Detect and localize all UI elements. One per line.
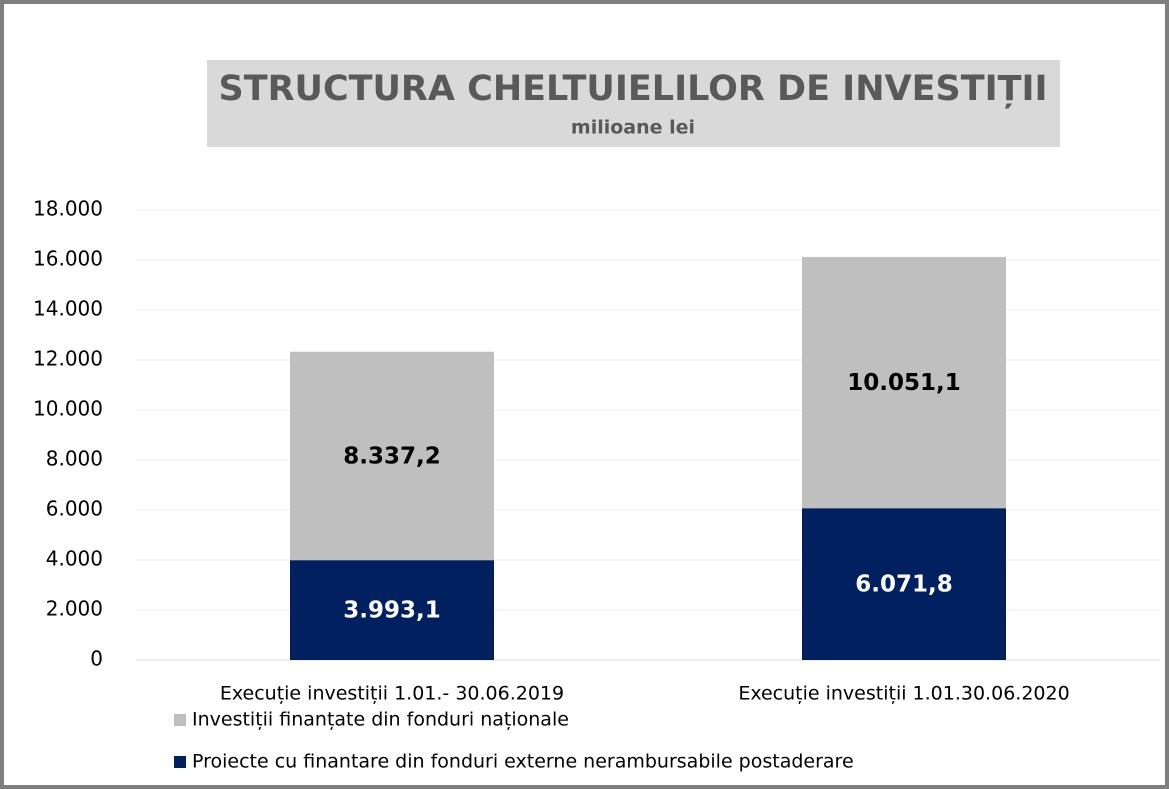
data-label: 6.071,8 bbox=[855, 572, 953, 598]
data-label: 8.337,2 bbox=[343, 443, 441, 469]
title-box bbox=[207, 60, 1060, 147]
chart-subtitle: milioane lei bbox=[571, 117, 695, 139]
legend-swatch bbox=[174, 756, 186, 768]
legend-label: Proiecte cu finantare din fonduri extern… bbox=[192, 751, 854, 773]
data-label: 3.993,1 bbox=[343, 598, 441, 624]
bar-segment bbox=[290, 560, 494, 660]
y-tick-label: 0 bbox=[90, 647, 103, 671]
y-tick-label: 16.000 bbox=[33, 247, 103, 271]
legend-label: Investiții finanțate din fonduri naționa… bbox=[192, 709, 569, 731]
x-tick-label: Execuție investiții 1.01.- 30.06.2019 bbox=[220, 683, 564, 705]
y-tick-label: 4.000 bbox=[46, 547, 103, 571]
y-tick-label: 6.000 bbox=[46, 497, 103, 521]
chart-title: STRUCTURA CHELTUIELILOR DE INVESTIȚII bbox=[218, 69, 1047, 109]
y-tick-label: 10.000 bbox=[33, 397, 103, 421]
y-tick-label: 8.000 bbox=[46, 447, 103, 471]
bar-segment bbox=[802, 256, 1006, 509]
legend-swatch bbox=[174, 714, 186, 726]
bar-segment bbox=[290, 351, 494, 561]
bar-segment bbox=[802, 508, 1006, 660]
y-tick-label: 2.000 bbox=[46, 597, 103, 621]
y-tick-label: 18.000 bbox=[33, 197, 103, 221]
y-tick-label: 12.000 bbox=[33, 347, 103, 371]
y-tick-label: 14.000 bbox=[33, 297, 103, 321]
x-tick-label: Execuție investiții 1.01.30.06.2020 bbox=[738, 683, 1069, 705]
data-label: 10.051,1 bbox=[847, 370, 961, 396]
